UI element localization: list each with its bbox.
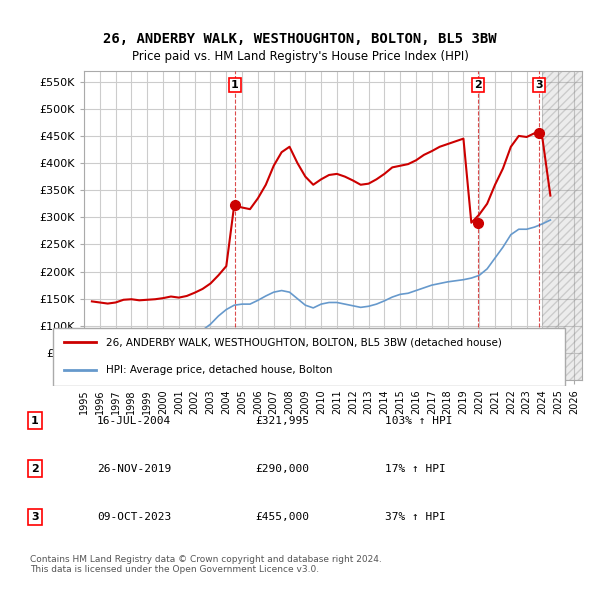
Text: 3: 3: [535, 80, 542, 90]
Text: 17% ↑ HPI: 17% ↑ HPI: [385, 464, 445, 474]
Text: 09-OCT-2023: 09-OCT-2023: [97, 512, 171, 522]
Text: 3: 3: [31, 512, 39, 522]
Text: 16-JUL-2004: 16-JUL-2004: [97, 415, 171, 425]
Text: 1: 1: [231, 80, 239, 90]
Text: 26-NOV-2019: 26-NOV-2019: [97, 464, 171, 474]
Text: HPI: Average price, detached house, Bolton: HPI: Average price, detached house, Bolt…: [106, 365, 332, 375]
Text: 26, ANDERBY WALK, WESTHOUGHTON, BOLTON, BL5 3BW: 26, ANDERBY WALK, WESTHOUGHTON, BOLTON, …: [103, 32, 497, 47]
Text: 26, ANDERBY WALK, WESTHOUGHTON, BOLTON, BL5 3BW (detached house): 26, ANDERBY WALK, WESTHOUGHTON, BOLTON, …: [106, 337, 502, 347]
Text: 103% ↑ HPI: 103% ↑ HPI: [385, 415, 452, 425]
Text: Price paid vs. HM Land Registry's House Price Index (HPI): Price paid vs. HM Land Registry's House …: [131, 50, 469, 63]
Text: £321,995: £321,995: [255, 415, 309, 425]
Text: 37% ↑ HPI: 37% ↑ HPI: [385, 512, 445, 522]
Text: £455,000: £455,000: [255, 512, 309, 522]
Bar: [542, 71, 582, 380]
Bar: [542, 71, 582, 380]
Text: 2: 2: [474, 80, 482, 90]
Text: 1: 1: [31, 415, 39, 425]
FancyBboxPatch shape: [53, 328, 565, 386]
Text: Contains HM Land Registry data © Crown copyright and database right 2024.
This d: Contains HM Land Registry data © Crown c…: [30, 555, 382, 574]
Text: £290,000: £290,000: [255, 464, 309, 474]
Text: 2: 2: [31, 464, 39, 474]
